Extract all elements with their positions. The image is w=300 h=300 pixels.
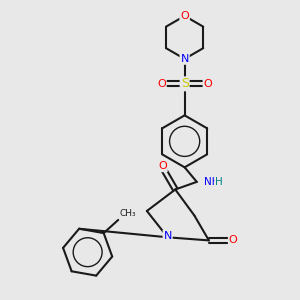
Text: S: S — [181, 77, 189, 90]
Text: O: O — [180, 11, 189, 21]
Text: O: O — [229, 236, 238, 245]
Text: N: N — [164, 231, 172, 241]
Text: O: O — [158, 161, 167, 171]
Text: O: O — [157, 79, 166, 89]
Text: N: N — [181, 54, 189, 64]
Text: NH: NH — [204, 177, 220, 187]
Text: CH₃: CH₃ — [119, 209, 136, 218]
Text: O: O — [203, 79, 212, 89]
Text: H: H — [215, 177, 223, 187]
